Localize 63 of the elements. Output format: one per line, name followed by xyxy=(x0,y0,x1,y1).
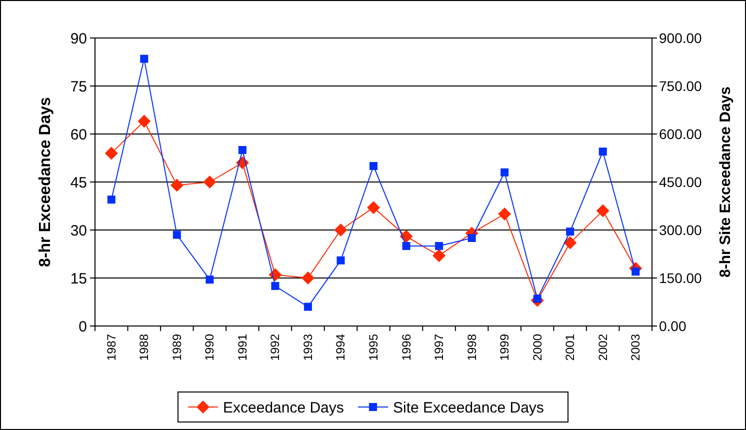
point xyxy=(596,204,610,218)
y2-tick-label: 150.00 xyxy=(659,270,702,286)
point xyxy=(334,224,348,236)
y2-tick-label: 600.00 xyxy=(659,126,702,142)
y2-tick-label: 450.00 xyxy=(659,174,702,190)
y2-tick-label: 750.00 xyxy=(659,78,702,94)
point xyxy=(238,146,246,154)
y2-tick-label: 900.00 xyxy=(659,30,702,46)
point xyxy=(500,168,509,176)
x-tick-label: 2002 xyxy=(596,334,610,361)
legend-label: Site Exceedance Days xyxy=(393,399,544,416)
y2-axis-title: 8-hr Site Exceedance Days xyxy=(717,86,734,278)
point xyxy=(468,234,476,242)
point xyxy=(367,201,380,214)
x-tick-label: 1988 xyxy=(137,334,152,361)
point xyxy=(271,282,280,290)
x-tick-label: 1991 xyxy=(235,334,250,361)
point xyxy=(206,276,214,284)
y-tick-label: 90 xyxy=(70,30,87,48)
x-tick-label: 1997 xyxy=(432,334,446,361)
y-axis-title: 8-hr Exceedance Days xyxy=(37,96,54,267)
x-tick-label: 1990 xyxy=(202,334,217,361)
point xyxy=(203,176,216,188)
point xyxy=(435,242,444,250)
point xyxy=(632,268,640,276)
x-tick-label: 1989 xyxy=(170,334,184,361)
point xyxy=(301,272,314,284)
point xyxy=(432,249,446,262)
point xyxy=(370,162,378,170)
x-tick-label: 1999 xyxy=(498,334,512,361)
y2-tick-label: 0.00 xyxy=(659,318,686,334)
y-tick-label: 45 xyxy=(70,174,87,192)
point xyxy=(498,208,512,220)
point xyxy=(402,242,410,250)
point xyxy=(104,146,118,160)
point xyxy=(172,230,181,239)
point xyxy=(107,196,116,204)
y-tick-label: 30 xyxy=(70,222,87,240)
point xyxy=(170,178,184,192)
x-tick-label: 1994 xyxy=(334,334,348,361)
point xyxy=(304,302,312,311)
x-tick-label: 1995 xyxy=(366,334,380,361)
x-tick-label: 2000 xyxy=(530,334,544,361)
point xyxy=(564,236,577,250)
x-tick-label: 2003 xyxy=(628,334,643,361)
point xyxy=(598,148,607,156)
y-tick-label: 60 xyxy=(70,126,87,144)
x-tick-label: 2001 xyxy=(563,334,578,361)
x-tick-label: 1996 xyxy=(399,334,414,361)
y-tick-label: 15 xyxy=(70,270,87,288)
x-tick-label: 1992 xyxy=(268,334,282,361)
y2-tick-label: 300.00 xyxy=(659,222,702,238)
y-tick-label: 75 xyxy=(70,78,87,96)
point xyxy=(400,230,413,243)
point xyxy=(138,114,151,128)
x-tick-label: 1987 xyxy=(104,334,118,361)
y-tick-label: 0 xyxy=(78,318,87,336)
point xyxy=(140,54,148,63)
x-tick-label: 1993 xyxy=(300,334,315,361)
point xyxy=(566,228,574,236)
legend-label: Exceedance Days xyxy=(223,399,344,416)
point xyxy=(336,256,345,264)
x-tick-label: 1998 xyxy=(464,334,479,361)
